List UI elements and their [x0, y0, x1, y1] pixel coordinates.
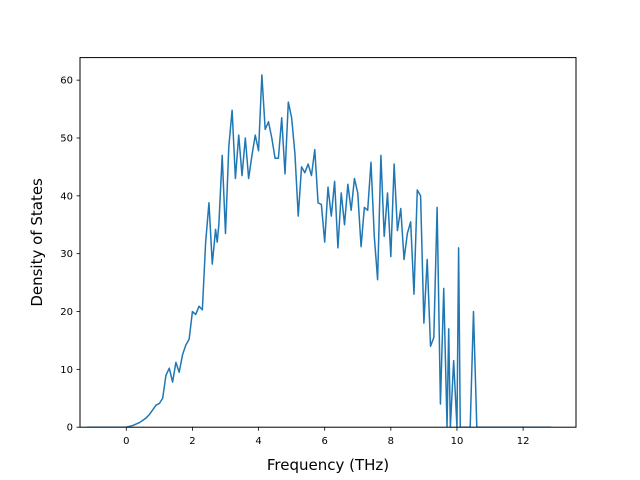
- x-tick-label: 10: [451, 436, 464, 447]
- y-tick-label: 10: [60, 365, 73, 376]
- x-tick-label: 0: [123, 436, 129, 447]
- dos-line-series-0: [86, 74, 552, 428]
- x-axis-ticks: 0 2 4 6 8 10 12: [123, 427, 529, 447]
- x-tick-label: 8: [388, 436, 394, 447]
- y-tick-label: 0: [67, 423, 73, 434]
- axes-frame: [79, 57, 577, 428]
- y-axis-ticks: 0 10 20 30 40 50 60: [60, 76, 80, 434]
- y-tick-label: 20: [60, 307, 73, 318]
- y-tick-label: 30: [60, 249, 73, 260]
- y-tick-label: 40: [60, 191, 73, 202]
- x-tick-label: 12: [517, 436, 530, 447]
- y-tick-label: 50: [60, 133, 73, 144]
- y-tick-label: 60: [60, 76, 73, 87]
- x-tick-label: 6: [322, 436, 328, 447]
- x-axis-label: Frequency (THz): [267, 456, 389, 474]
- x-tick-label: 4: [255, 436, 261, 447]
- y-axis-label: Density of States: [28, 178, 46, 307]
- plot-area: [86, 74, 552, 428]
- x-tick-label: 2: [189, 436, 195, 447]
